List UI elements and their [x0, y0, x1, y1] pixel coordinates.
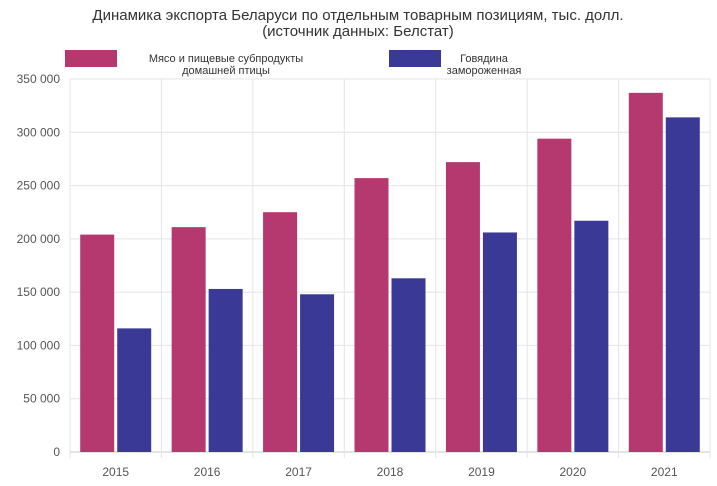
bar-beef-2016	[208, 288, 243, 452]
x-tick-label: 2015	[102, 465, 129, 479]
x-axis-ticks: 2015 2016 2017 2018 2019 2020 2021	[102, 465, 678, 479]
y-tick-label: 200 000	[17, 232, 61, 246]
x-tick-label: 2021	[651, 465, 678, 479]
grid-lines	[69, 78, 711, 458]
chart-title-line-2: (источник данных: Белстат)	[262, 23, 454, 40]
x-tick-label: 2017	[285, 465, 312, 479]
bar-poultry-2018	[354, 178, 389, 452]
bar-beef-2015	[117, 328, 152, 452]
bar-poultry-2021	[628, 92, 663, 453]
bar-beef-2019	[482, 232, 517, 452]
legend-label-beef: замороженная	[447, 65, 522, 77]
bar-beef-2018	[391, 278, 426, 452]
bar-beef-2020	[574, 220, 609, 452]
x-tick-label: 2020	[560, 465, 587, 479]
y-tick-label: 0	[53, 445, 60, 459]
bar-poultry-2015	[80, 234, 115, 452]
y-tick-label: 150 000	[17, 285, 61, 299]
bar-beef-2021	[665, 117, 700, 452]
chart-title-line-1: Динамика экспорта Беларуси по отдельным …	[92, 7, 623, 24]
bar-poultry-2019	[445, 162, 480, 452]
y-axis-ticks: 0 50 000 100 000 150 000 200 000 250 000 300 0…	[17, 72, 61, 459]
y-tick-label: 300 000	[17, 125, 61, 139]
legend-swatch-beef	[389, 50, 441, 67]
legend-label-poultry: домашней птицы	[182, 65, 270, 77]
bar-poultry-2016	[171, 227, 206, 452]
x-tick-label: 2016	[194, 465, 221, 479]
legend-swatch-poultry	[65, 50, 117, 67]
bar-poultry-2020	[537, 138, 572, 452]
bar-beef-2017	[300, 294, 335, 452]
y-tick-label: 250 000	[17, 179, 61, 193]
y-tick-label: 50 000	[23, 392, 60, 406]
legend-label-beef: Говядина	[460, 53, 509, 65]
bar-poultry-2017	[263, 212, 298, 452]
bars	[80, 92, 700, 453]
x-tick-label: 2018	[377, 465, 404, 479]
legend-label-poultry: Мясо и пищевые субпродукты	[149, 53, 303, 65]
x-tick-label: 2019	[468, 465, 495, 479]
y-tick-label: 350 000	[17, 72, 61, 86]
y-tick-label: 100 000	[17, 338, 61, 352]
